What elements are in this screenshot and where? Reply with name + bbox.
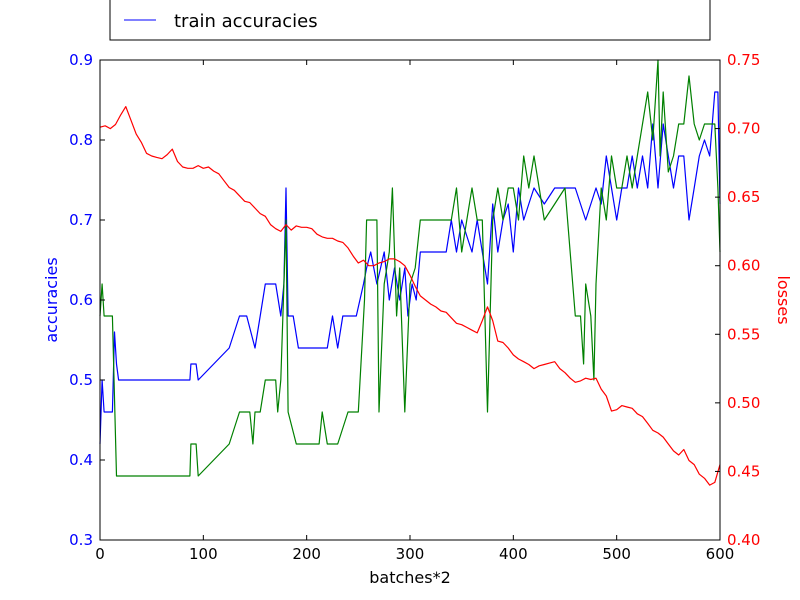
x-tick-label: 500 <box>602 545 631 563</box>
y-left-tick-label: 0.5 <box>69 371 93 389</box>
plot-layer <box>99 59 721 486</box>
x-tick-label: 600 <box>706 545 735 563</box>
y-left-tick-label: 0.7 <box>69 211 93 229</box>
x-axis: 0 100 200 300 400 500 600 <box>95 60 734 563</box>
y-left-tick-label: 0.8 <box>69 131 93 149</box>
series-line-3 <box>99 105 721 486</box>
legend-label-train-accuracies: train accuracies <box>174 11 318 32</box>
x-axis-label: batches*2 <box>369 568 451 587</box>
y-right-tick-label: 0.45 <box>727 462 760 480</box>
y-right-tick-label: 0.50 <box>727 394 760 412</box>
series-line-1 <box>99 91 721 445</box>
series-line-2 <box>99 59 721 477</box>
x-tick-label: 0 <box>95 545 105 563</box>
x-tick-label: 300 <box>396 545 425 563</box>
y-right-tick-label: 0.75 <box>727 51 760 69</box>
legend-box <box>109 0 711 41</box>
y-left-tick-label: 0.4 <box>69 451 93 469</box>
legend: train accuracies <box>109 0 711 41</box>
x-tick-label: 200 <box>292 545 321 563</box>
y-right-tick-label: 0.40 <box>727 531 760 549</box>
x-tick-label: 400 <box>499 545 528 563</box>
y-axis-left-label: accuracies <box>42 257 61 342</box>
y-right-tick-label: 0.60 <box>727 257 760 275</box>
y-left-tick-label: 0.3 <box>69 531 93 549</box>
y-axis-right-label: losses <box>774 275 793 324</box>
y-left-tick-label: 0.6 <box>69 291 93 309</box>
y-left-tick-label: 0.9 <box>69 51 93 69</box>
y-right-tick-label: 0.65 <box>727 188 760 206</box>
y-right-tick-label: 0.55 <box>727 325 760 343</box>
y-axis-right: 0.40 0.45 0.50 0.55 0.60 0.65 0.70 0.75 <box>715 51 760 549</box>
x-tick-label: 100 <box>189 545 218 563</box>
y-axis-left: 0.3 0.4 0.5 0.6 0.7 0.8 0.9 <box>69 51 105 549</box>
y-right-tick-label: 0.70 <box>727 120 760 138</box>
